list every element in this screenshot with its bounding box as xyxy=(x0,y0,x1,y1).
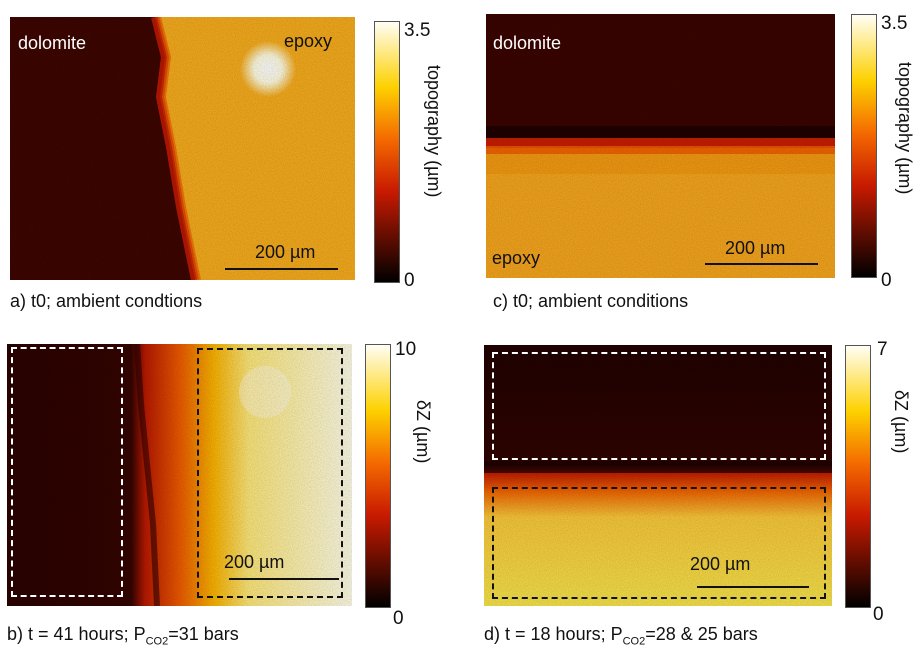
panel-d-caption-suffix: =28 & 25 bars xyxy=(645,624,758,644)
panel-d-caption-prefix: d) t = 18 hours; P xyxy=(484,624,623,644)
panel-d-white-dashed-region xyxy=(492,352,826,460)
panel-d-black-dashed-region xyxy=(492,487,826,599)
panel-b-caption-sub: CO2 xyxy=(145,635,169,648)
panel-a-image xyxy=(10,17,355,280)
panel-c-caption: c) t0; ambient conditions xyxy=(493,291,689,311)
panel-a-dolomite-label: dolomite xyxy=(18,33,87,53)
panel-c-scalebar-label: 200 µm xyxy=(725,238,786,258)
panel-c-epoxy-label: epoxy xyxy=(492,248,541,268)
panel-a-epoxy-label: epoxy xyxy=(284,31,333,51)
panel-b-caption-suffix: =31 bars xyxy=(168,624,239,644)
panel-d-colorbar-min: 0 xyxy=(873,604,884,625)
panel-b-colorbar-min: 0 xyxy=(393,608,404,629)
panel-b-image xyxy=(7,344,352,606)
panel-b-colorbar-title: δZ (µm) xyxy=(413,400,433,464)
panel-a-colorbar-min: 0 xyxy=(404,270,415,291)
panel-c-image xyxy=(486,14,835,278)
panel-c-colorbar xyxy=(851,14,877,278)
panel-a-caption: a) t0; ambient condtions xyxy=(10,291,203,311)
panel-a-colorbar-max: 3.5 xyxy=(404,20,431,41)
panel-d-colorbar-max: 7 xyxy=(877,339,888,360)
panel-b-caption: b) t = 41 hours; PCO2=31 bars xyxy=(7,625,239,648)
panel-a-scalebar-label: 200 µm xyxy=(255,242,316,262)
panel-b-white-dashed-region xyxy=(11,347,123,597)
panel-d-image xyxy=(484,345,832,606)
panel-b-scalebar-label: 200 µm xyxy=(224,552,285,572)
panel-c-dolomite-label: dolomite xyxy=(493,33,562,53)
panel-c-colorbar-title: topography (µm) xyxy=(895,62,915,195)
panel-c-colorbar-min: 0 xyxy=(881,270,892,291)
panel-d-caption-sub: CO2 xyxy=(622,635,646,648)
panel-c-scalebar xyxy=(705,263,818,265)
panel-d-colorbar-title: δZ (µm) xyxy=(891,390,911,454)
panel-a-colorbar xyxy=(374,21,400,283)
panel-b-colorbar xyxy=(365,344,391,608)
panel-b-black-dashed-region xyxy=(197,348,343,598)
panel-d-scalebar-label: 200 µm xyxy=(690,554,751,574)
panel-b-colorbar-max: 10 xyxy=(395,339,417,360)
panel-d-colorbar xyxy=(845,345,871,608)
panel-b-caption-prefix: b) t = 41 hours; P xyxy=(7,624,146,644)
panel-d-scalebar xyxy=(697,586,809,588)
panel-b-scalebar xyxy=(229,578,339,580)
panel-a-colorbar-title: topography (µm) xyxy=(424,65,444,198)
panel-d-caption: d) t = 18 hours; PCO2=28 & 25 bars xyxy=(484,625,758,648)
panel-c-colorbar-max: 3.5 xyxy=(881,13,908,34)
panel-a-scalebar xyxy=(225,268,338,270)
